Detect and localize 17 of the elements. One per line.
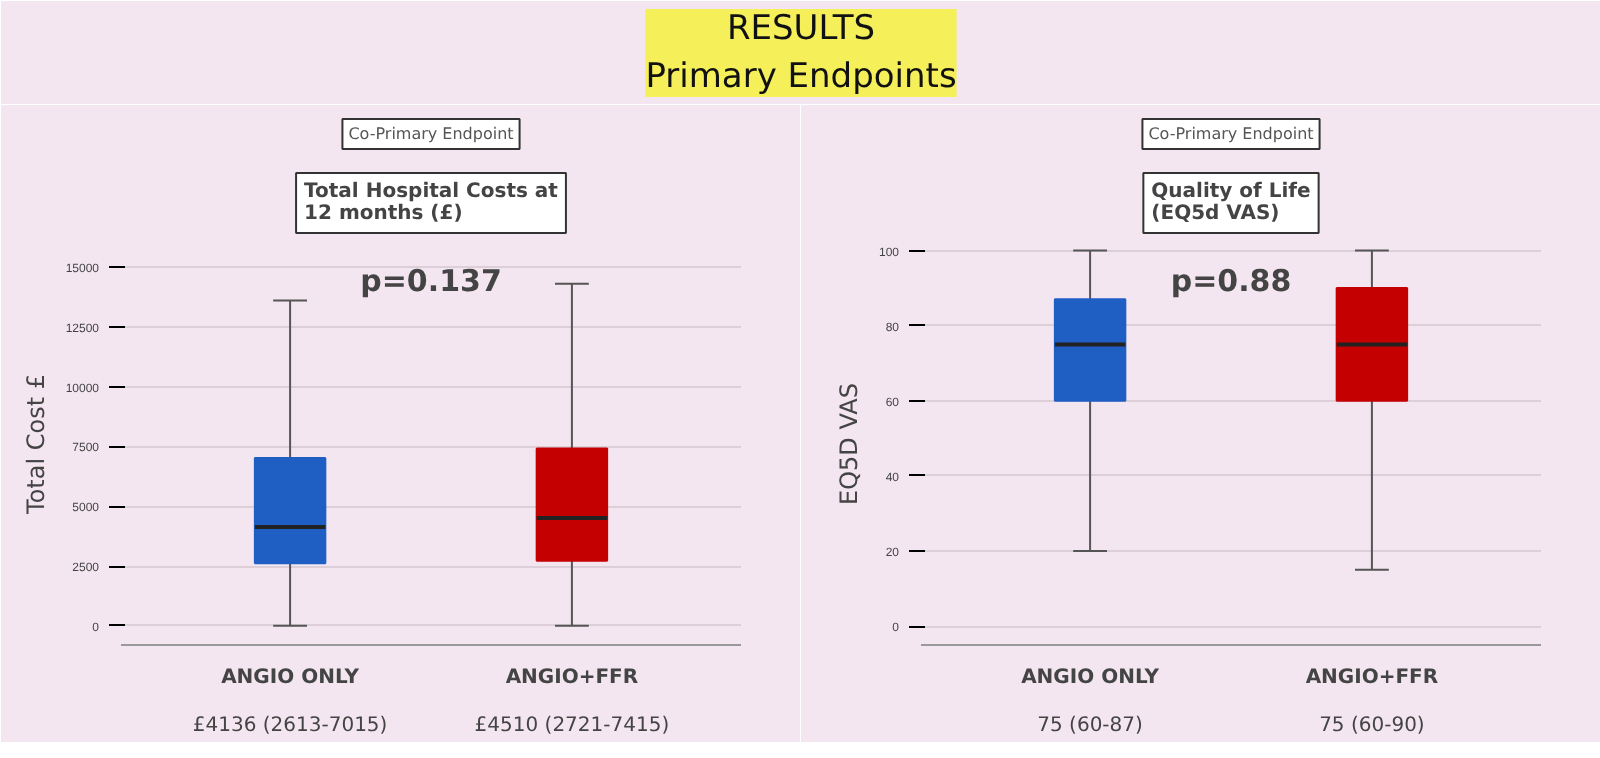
text: £4136 (2613-7015) [192,715,388,737]
x-tick-label: ANGIO+FFR [505,667,639,689]
text: 75 (60-90) [1319,715,1425,737]
text: 75 (60-87) [1037,715,1144,737]
y-axis-title: EQ5D VAS [834,383,863,505]
chart-title: Quality of Life (EQ5d VAS) [1151,181,1312,225]
chart-subtitle: Co-Primary Endpoint [348,125,514,143]
y-axis-title: Total Cost £ [21,374,50,516]
chart-subtitle: Co-Primary Endpoint [1148,125,1314,143]
text: £4510 (2721-7415) [474,715,670,737]
chart-title: Total Hospital Costs at 12 months (£) [304,181,559,225]
text: RESULTS Primary Endpoints [645,9,957,97]
annotation: p=0.88 [1170,263,1292,299]
x-tick-label: ANGIO ONLY [1021,667,1161,689]
x-tick-label: ANGIO ONLY [221,667,361,689]
x-tick-label: ANGIO+FFR [1305,667,1439,689]
annotation: p=0.137 [360,263,502,299]
